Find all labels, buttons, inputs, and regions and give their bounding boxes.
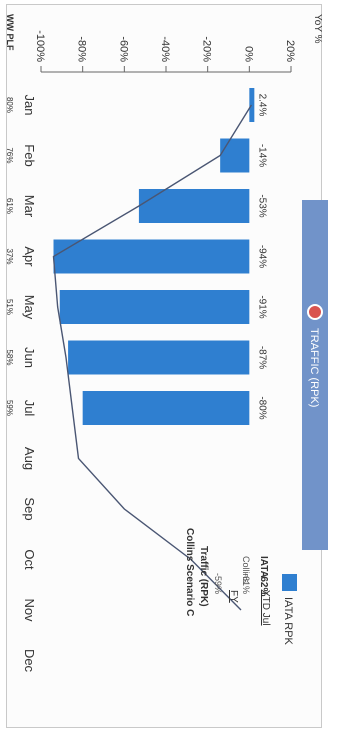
x-tick-label: Feb [22,144,37,166]
x-tick-label: Mar [22,195,37,218]
bar-value-label: -80% [256,396,267,419]
header-bar [302,200,328,550]
x-tick-label: Jan [22,95,37,116]
ytd-row-collins-fy: -59% [213,573,223,594]
legend-label: IATA RPK [282,597,294,646]
x-tick-label: Sep [22,497,37,520]
ytd-col-header: YTD Jul [260,590,271,626]
line-annotation-2: Collins Scenario C [184,528,195,616]
x-labels: Jan Feb Mar Apr May Jun Jul Aug Sep Oct Nov Dec [22,95,37,673]
ww-plf-row: WW PLF 80% 76% 61% 37% 51% 58% 59% [5,14,15,416]
y-tick-label: 0% [242,46,254,62]
bar-value-label: -87% [256,346,267,369]
bar-jul [82,391,250,425]
bar-value-label: -91% [256,295,267,318]
ytd-row-iata-label: IATA [258,556,269,578]
x-tick-label: Nov [22,598,37,622]
y-tick-label: -40% [159,36,171,62]
ww-plf-value: 61% [5,198,14,214]
bars-group [53,88,255,425]
ww-plf-label: WW PLF [5,14,15,51]
bar-value-label: 2.4% [256,94,267,117]
ww-plf-value: 59% [5,400,14,416]
x-tick-label: Aug [22,447,37,470]
bar-jan [249,88,255,122]
header-dot-icon [307,304,323,320]
bar-jun [68,340,250,375]
ytd-row-collins-label: Collins [241,556,251,584]
bar-mar [138,189,250,223]
bar-apr [53,239,250,274]
y-tick-label: -20% [201,36,213,62]
line-group [52,104,253,611]
y-tick-label: -80% [76,36,88,62]
y-tick-label: -100% [34,30,46,62]
header-label: TRAFFIC (RPK) [308,328,320,407]
ww-plf-value: 58% [5,349,14,365]
x-tick-label: Jun [22,347,37,368]
bar-value-label: -94% [256,245,267,268]
ww-plf-value: 37% [5,248,14,264]
fy-col-header: FY [228,590,239,603]
y-ticks: 20% 0% -20% -40% -60% -80% -100% [34,30,296,73]
bar-value-label: -14% [256,144,267,167]
collins-scenario-line [52,104,253,611]
bar-value-label: -53% [256,194,267,217]
x-tick-label: May [22,295,37,320]
bar-feb [220,138,250,173]
line-annotation-1: Traffic (RPK) [198,546,209,607]
ytd-row-iata-ytd: -62% [258,573,269,596]
ww-plf-value: 51% [5,299,14,315]
ww-plf-value: 76% [5,147,14,163]
x-tick-label: Jul [22,400,37,417]
ytd-row-collins-ytd: -61% [241,573,251,594]
y-tick-label: 20% [284,40,296,62]
y-tick-label: -60% [117,36,129,62]
y-axis-label: YoY % [312,14,323,44]
bar-labels: 2.4% -14% -53% -94% -91% -87% -80% [256,94,267,420]
legend-swatch [282,574,297,591]
x-tick-label: Apr [22,246,37,267]
x-tick-label: Oct [22,549,37,570]
bar-may [59,290,250,324]
x-tick-label: Dec [22,649,37,673]
ww-plf-value: 80% [5,97,14,113]
